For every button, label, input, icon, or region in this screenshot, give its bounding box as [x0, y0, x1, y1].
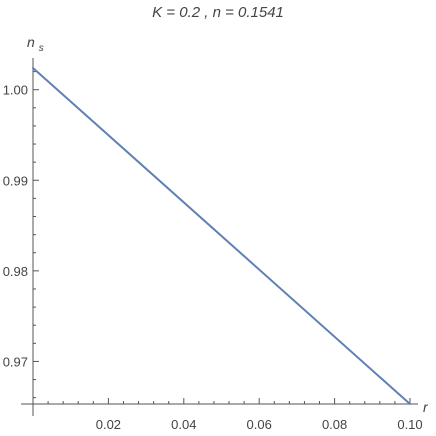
- y-axis-label: n s: [27, 34, 44, 54]
- series-line: [32, 66, 411, 405]
- y-tick-label: 0.99: [3, 173, 28, 188]
- x-tick-label: 0.08: [322, 417, 347, 432]
- chart-title: K = 0.2 , n = 0.1541: [152, 4, 284, 21]
- axes: [21, 58, 418, 416]
- ticks: 0.02 0.04 0.06 0.08 0.10 0.97 0.98 0.99 1.00: [3, 71, 423, 432]
- y-tick-label: 0.98: [3, 264, 28, 279]
- series: [32, 66, 411, 405]
- y-axis-label-main: n: [27, 34, 35, 50]
- x-tick-label: 0.10: [397, 417, 422, 432]
- x-tick-label: 0.06: [247, 417, 272, 432]
- y-axis-label-subscript: s: [39, 43, 44, 54]
- x-axis-label: r: [423, 399, 429, 415]
- x-tick-label: 0.02: [96, 417, 121, 432]
- x-tick-label: 0.04: [171, 417, 196, 432]
- y-tick-label: 1.00: [3, 83, 28, 98]
- y-tick-label: 0.97: [3, 354, 28, 369]
